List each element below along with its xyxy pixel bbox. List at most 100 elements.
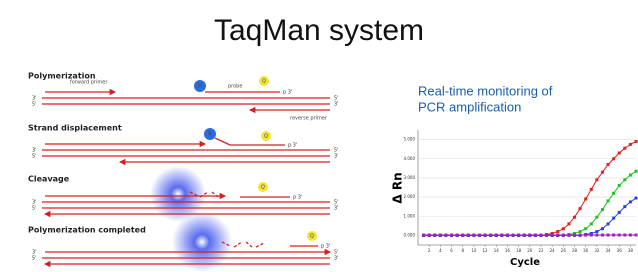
y-axis-label: Δ Rn [391, 172, 405, 203]
annotation: forward primer [70, 80, 108, 86]
data-point [635, 234, 638, 237]
x-tick-label: 12 [483, 248, 489, 253]
data-point [567, 234, 570, 237]
series-line [424, 198, 636, 235]
data-point [467, 234, 470, 237]
data-point [629, 200, 632, 203]
data-point [450, 234, 453, 237]
data-point [618, 211, 621, 214]
y-tick-label: 4.000 [404, 156, 416, 161]
data-point [623, 205, 626, 208]
data-point [444, 234, 447, 237]
end-label: 3' [334, 206, 339, 212]
x-tick-label: 36 [617, 248, 623, 253]
step-label: Polymerization completed [28, 226, 146, 235]
x-tick-label: 24 [550, 248, 556, 253]
chart-title: PCR amplification [418, 99, 521, 114]
data-point [601, 171, 604, 174]
data-point [495, 234, 498, 237]
data-point [601, 227, 604, 230]
data-point [567, 222, 570, 225]
data-point [539, 234, 542, 237]
quencher: Q [264, 134, 268, 140]
x-tick-label: 6 [450, 248, 453, 253]
data-point [579, 230, 582, 233]
data-point [428, 234, 431, 237]
data-point [607, 163, 610, 166]
series-line [424, 171, 636, 235]
x-tick-label: 38 [628, 248, 634, 253]
x-tick-label: 26 [561, 248, 567, 253]
end-label: 5' [32, 206, 37, 212]
data-point [584, 198, 587, 201]
x-tick-label: 16 [505, 248, 511, 253]
x-tick-label: 22 [538, 248, 544, 253]
y-tick-label: 1.000 [404, 213, 416, 218]
end-label: 3' [334, 154, 339, 160]
data-point [461, 234, 464, 237]
data-point [562, 227, 565, 230]
data-point [579, 234, 582, 237]
end-label: 5' [32, 102, 37, 108]
chart-title: Real-time monitoring of [418, 83, 553, 98]
data-point [472, 234, 475, 237]
data-point [579, 207, 582, 210]
data-point [629, 234, 632, 237]
data-point [590, 234, 593, 237]
page: TaqMan system Polymerization forward pri… [0, 0, 638, 272]
data-point [595, 178, 598, 181]
data-point [595, 230, 598, 233]
data-point [506, 234, 509, 237]
data-point [517, 234, 520, 237]
annotation: p 3' [293, 195, 302, 201]
data-point [618, 234, 621, 237]
x-tick-label: 18 [516, 248, 522, 253]
data-point [500, 234, 503, 237]
data-point [439, 234, 442, 237]
step-diagram: forward primer R Q probe p 3' 3' 5' 5' 3… [32, 76, 339, 122]
data-point [528, 234, 531, 237]
quencher: Q [261, 185, 265, 191]
quencher: Q [310, 234, 314, 240]
x-tick-label: 10 [471, 248, 477, 253]
data-point [422, 234, 425, 237]
step-label: Strand displacement [28, 124, 122, 133]
data-point [612, 217, 615, 220]
end-label: 5' [32, 154, 37, 160]
reporter: R [198, 84, 202, 90]
quencher: Q [262, 79, 266, 85]
data-point [607, 199, 610, 202]
data-point [573, 234, 576, 237]
data-point [489, 234, 492, 237]
end-label: 5' [32, 256, 37, 262]
title: TaqMan system [214, 14, 424, 47]
x-tick-label: 20 [527, 248, 533, 253]
data-point [629, 174, 632, 177]
step-label: Cleavage [28, 175, 70, 184]
data-point [584, 227, 587, 230]
data-point [612, 157, 615, 160]
step-diagram: Q p 3' 3' 5' 5' 3' [32, 166, 339, 222]
x-tick-label: 4 [439, 248, 442, 253]
data-point [618, 184, 621, 187]
data-point [562, 234, 565, 237]
data-point [623, 178, 626, 181]
data-point [629, 143, 632, 146]
annotation: p 3' [321, 244, 330, 250]
data-point [590, 188, 593, 191]
x-tick-label: 30 [583, 248, 589, 253]
data-point [590, 222, 593, 225]
step-diagram: Q p 3' 3' 5' 5' 3' [32, 212, 339, 272]
data-point [456, 234, 459, 237]
reporter: R [208, 132, 212, 138]
x-tick-label: 34 [606, 248, 612, 253]
annotation: p 3' [288, 143, 297, 149]
data-point [607, 234, 610, 237]
y-tick-label: 3.000 [404, 175, 416, 180]
data-point [635, 170, 638, 173]
y-tick-label: 0.000 [404, 232, 416, 237]
data-point [478, 234, 481, 237]
data-point [523, 234, 526, 237]
x-tick-label: 14 [494, 248, 500, 253]
data-point [512, 234, 515, 237]
